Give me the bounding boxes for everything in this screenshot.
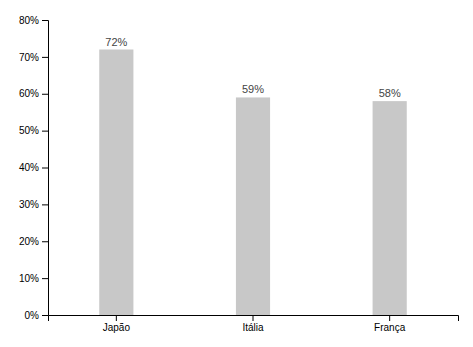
tick: Japão <box>103 315 131 333</box>
tick: França <box>374 315 406 333</box>
tick-mark <box>42 278 48 279</box>
tick: 50% <box>19 125 48 136</box>
tick-label: 50% <box>19 125 39 136</box>
bar <box>373 101 407 315</box>
tick-mark <box>42 204 48 205</box>
tick-label: Itália <box>242 322 264 333</box>
tick-label: Japão <box>103 322 131 333</box>
tick: Itália <box>242 315 264 333</box>
tick-mark <box>42 94 48 95</box>
tick: 0% <box>25 310 48 321</box>
tick: 30% <box>19 199 48 210</box>
tick-label: 10% <box>19 273 39 284</box>
tick-mark <box>42 315 48 316</box>
chart: 0% 10% 20% 30% 40% 50% 60% 70% 80% Japão Itália Fra… <box>0 0 473 347</box>
tick: 20% <box>19 236 48 247</box>
tick: 10% <box>19 273 48 284</box>
data-label: 59% <box>242 83 264 95</box>
data-label: 58% <box>379 87 401 99</box>
axis-line <box>42 21 49 316</box>
tick-label: 70% <box>19 52 39 63</box>
tick-label: 30% <box>19 199 39 210</box>
tick-label: 0% <box>25 310 40 321</box>
plot: 0% 10% 20% 30% 40% 50% 60% 70% 80% Japão Itália Fra… <box>19 15 459 333</box>
tick-label: 60% <box>19 88 39 99</box>
bars <box>99 50 407 316</box>
tick: 70% <box>19 52 48 63</box>
tick-mark <box>42 241 48 242</box>
data-labels: 72% 59% 58% <box>105 36 401 100</box>
tick-label: 40% <box>19 162 39 173</box>
bar <box>236 97 270 315</box>
axis-line <box>49 316 459 322</box>
tick-label: França <box>374 322 406 333</box>
bar <box>99 50 133 316</box>
tick-label: 20% <box>19 236 39 247</box>
tick-label: 80% <box>19 15 39 26</box>
tick-mark <box>116 315 117 321</box>
tick-mark <box>42 20 48 21</box>
tick-mark <box>42 168 48 169</box>
tick-mark <box>253 315 254 321</box>
tick-mark <box>389 315 390 321</box>
tick: 40% <box>19 162 48 173</box>
tick: 80% <box>19 15 48 26</box>
tick-mark <box>42 131 48 132</box>
tick: 60% <box>19 88 48 99</box>
tick-mark <box>42 57 48 58</box>
y-axis: 0% 10% 20% 30% 40% 50% 60% 70% 80% <box>19 15 49 321</box>
x-axis: Japão Itália França <box>49 315 459 333</box>
data-label: 72% <box>105 36 127 48</box>
